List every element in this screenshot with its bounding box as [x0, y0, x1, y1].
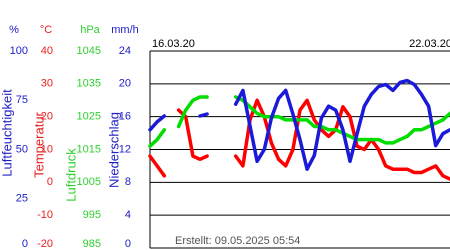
- y-tick-label: 30: [41, 78, 53, 90]
- y-tick-label: 0: [47, 176, 53, 188]
- axis-title: Temperatur: [31, 111, 46, 177]
- axis-unit: mm/h: [111, 24, 139, 36]
- y-tick-label: -10: [37, 209, 53, 221]
- y-tick-label: 985: [83, 238, 101, 250]
- axis-unit: hPa: [80, 24, 100, 36]
- y-tick-label: 1035: [77, 78, 101, 90]
- y-tick-label: 20: [41, 111, 53, 123]
- x-tick-label: 22.03.20: [409, 38, 450, 50]
- y-tick-label: 24: [119, 45, 131, 57]
- y-tick-label: 1005: [77, 176, 101, 188]
- y-tick-label: -20: [37, 238, 53, 250]
- y-tick-label: 1025: [77, 111, 101, 123]
- y-tick-label: 40: [41, 45, 53, 57]
- y-tick-label: 75: [16, 94, 28, 106]
- y-tick-label: 16: [119, 111, 131, 123]
- axis-unit: °C: [40, 24, 52, 36]
- y-tick-label: 0: [125, 238, 131, 250]
- axis-title: Niederschlag: [106, 112, 121, 188]
- y-tick-label: 8: [125, 176, 131, 188]
- y-tick-label: 100: [10, 45, 28, 57]
- axis-title: Luftfeuchtigkeit: [0, 89, 14, 177]
- data-line: [148, 78, 450, 171]
- axis-title: Luftdruck: [63, 148, 78, 202]
- y-tick-label: 10: [41, 143, 53, 155]
- axis-unit: %: [9, 24, 19, 36]
- note: Erstellt: 09.05.2025 05:54: [175, 235, 300, 247]
- y-tick-label: 0: [22, 238, 28, 250]
- y-tick-label: 4: [125, 209, 131, 221]
- y-tick-label: 50: [16, 143, 28, 155]
- y-tick-label: 20: [119, 78, 131, 90]
- y-tick-label: 995: [83, 209, 101, 221]
- x-tick-label: 16.03.20: [152, 38, 195, 50]
- y-tick-label: 12: [119, 143, 131, 155]
- y-tick-label: 1015: [77, 143, 101, 155]
- y-tick-label: 25: [16, 193, 28, 205]
- y-tick-label: 1045: [77, 45, 101, 57]
